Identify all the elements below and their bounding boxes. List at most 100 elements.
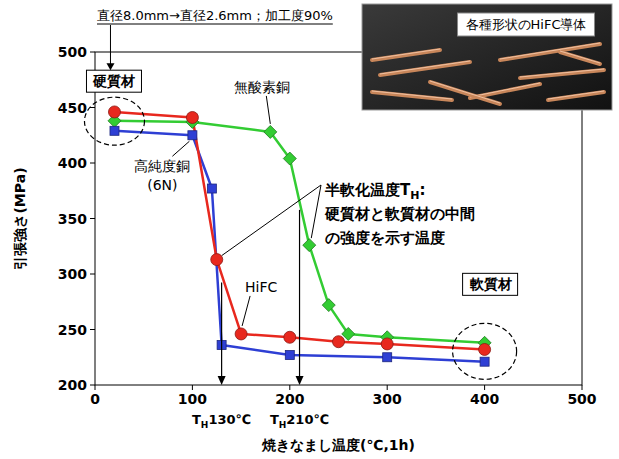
chart: 直径8.0mm→直径2.6mm；加工度90% 各種形状のHiFC導体 200 250 3…: [0, 0, 619, 459]
series-label: 高純度銅 (6N): [134, 158, 190, 193]
marker: [235, 328, 247, 340]
photo-conductor: [430, 82, 500, 104]
text-part: 130℃: [208, 412, 251, 427]
x-tick-label: 0: [90, 391, 100, 407]
leader-line: [172, 141, 189, 156]
photo-highlight: [520, 69, 604, 77]
x-tick: [95, 385, 96, 390]
title: 直径8.0mm→直径2.6mm；加工度90%: [97, 8, 333, 23]
x-tick: [289, 385, 290, 390]
y-tick: [90, 163, 95, 164]
marker: [383, 353, 392, 362]
marker: [322, 299, 335, 312]
photo-highlight: [380, 61, 470, 74]
photo-highlight: [560, 51, 600, 63]
marker: [284, 331, 296, 343]
y-tick-label: 450: [58, 100, 87, 116]
photo-conductor: [520, 70, 604, 78]
marker: [188, 131, 197, 140]
inset-photo: 各種形状のHiFC導体: [362, 4, 612, 110]
photo-frame: [362, 4, 612, 110]
marker: [285, 351, 294, 360]
note-text: 硬質材と軟質材の中間: [324, 205, 475, 223]
series-label: 無酸素銅: [234, 79, 290, 95]
photo-conductor: [372, 92, 452, 100]
marker: [283, 152, 296, 165]
photo-highlight: [548, 91, 604, 99]
x-tick-label: 300: [373, 391, 402, 407]
label-box: [86, 70, 141, 92]
text-part: T: [270, 412, 279, 427]
marker: [381, 338, 393, 350]
leader-line: [222, 185, 321, 256]
y-tick-label: 350: [58, 211, 87, 227]
arrow-head: [218, 376, 226, 385]
y-tick: [90, 329, 95, 330]
hard-ellipse: [84, 97, 144, 145]
y-tick: [90, 52, 95, 53]
th-arrow: [299, 210, 300, 378]
text-part: :: [419, 181, 425, 199]
leader-line: [311, 185, 321, 238]
x-axis-title: 焼きなまし温度(℃,1h): [261, 437, 415, 453]
x-tick: [192, 385, 193, 390]
x-tick-label: 100: [178, 391, 207, 407]
text-line: 無酸素銅: [234, 79, 290, 95]
marker: [186, 111, 198, 123]
subscript: H: [279, 420, 287, 430]
note-text: の強度を示す温度: [325, 229, 445, 247]
y-tick-label: 300: [58, 266, 87, 282]
marker: [110, 126, 119, 135]
photo-highlight: [470, 83, 540, 97]
photo-conductor: [548, 92, 604, 100]
marker: [333, 336, 345, 348]
th-arrow: [221, 282, 222, 378]
marker: [480, 357, 489, 366]
arrow-head: [296, 376, 304, 385]
text-part: 210℃: [286, 412, 329, 427]
leader-line: [242, 296, 250, 326]
y-tick: [90, 218, 95, 219]
photo-conductor: [380, 62, 470, 75]
x-tick-label: 200: [275, 391, 304, 407]
text-line: HiFC: [245, 279, 277, 295]
photo-highlight: [430, 81, 500, 103]
marker: [264, 125, 277, 138]
th-label: TH130℃: [192, 412, 251, 430]
marker: [108, 106, 120, 118]
marker: [207, 184, 216, 193]
leader-line: [266, 96, 270, 124]
soft-label: 軟質材: [469, 276, 512, 292]
marker: [303, 239, 316, 252]
y-tick: [90, 274, 95, 275]
hard-label: 硬質材: [92, 73, 135, 89]
x-tick: [582, 385, 583, 390]
photo-highlight: [500, 43, 600, 59]
label-box: [463, 273, 518, 295]
photo-highlight: [372, 91, 452, 99]
y-axis-title: 引張強さ(MPa): [12, 167, 28, 269]
photo-highlight: [372, 49, 440, 59]
text-line: 高純度銅: [134, 158, 190, 174]
y-tick-label: 400: [58, 155, 87, 171]
soft-ellipse: [453, 323, 517, 379]
inset-caption: 各種形状のHiFC導体: [466, 17, 587, 32]
x-tick: [387, 385, 388, 390]
y-tick: [90, 385, 95, 386]
arrow-head: [106, 63, 114, 70]
series-label: HiFC: [245, 279, 277, 295]
photo-conductor: [372, 50, 440, 60]
th-label: TH210℃: [270, 412, 329, 430]
x-tick-label: 500: [567, 391, 596, 407]
marker: [211, 254, 223, 266]
leader-line: [110, 25, 111, 68]
x-tick-label: 400: [470, 391, 499, 407]
title-underline: [97, 24, 333, 25]
text-part: T: [192, 412, 201, 427]
y-tick-label: 500: [58, 44, 87, 60]
note-text: 半軟化温度TH:: [324, 181, 425, 202]
text-line: (6N): [147, 177, 177, 193]
subscript: H: [410, 189, 419, 202]
y-tick-label: 250: [58, 322, 87, 338]
y-tick-label: 200: [58, 377, 87, 393]
